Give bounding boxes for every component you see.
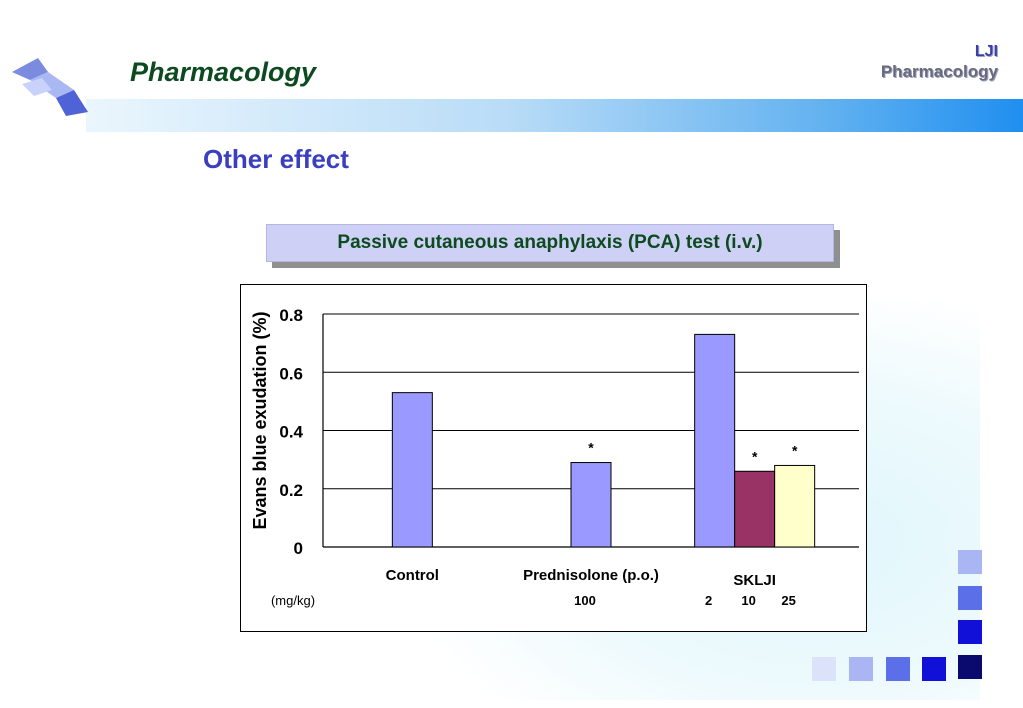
decor-square [958, 620, 982, 644]
y-tick-label: 0 [294, 539, 303, 558]
decor-square [958, 655, 982, 679]
y-tick-label: 0.8 [279, 306, 303, 325]
significance-marker: * [792, 442, 798, 458]
brand-line-2: Pharmacology [880, 62, 998, 81]
y-tick-label: 0.4 [279, 423, 303, 442]
lightning-logo-icon [12, 58, 88, 116]
dose-label: 100 [574, 593, 596, 608]
bar [570, 462, 612, 548]
group-label: Control [386, 567, 439, 584]
brand-line-1: LJI [974, 43, 998, 60]
bar [694, 333, 736, 548]
significance-marker: * [752, 448, 758, 464]
decor-square [922, 657, 946, 681]
header-gradient-bar [86, 99, 1023, 132]
decor-square [849, 657, 873, 681]
bar [774, 464, 816, 548]
significance-marker: * [588, 440, 594, 456]
dose-label: 10 [741, 593, 755, 608]
decor-square [812, 657, 836, 681]
dose-label: 25 [781, 593, 795, 608]
group-label: Prednisolone (p.o.) [523, 567, 659, 584]
chart-frame: 0 0.2 0.4 0.6 0.8 Evans blue exudation (%) Con… [240, 284, 867, 632]
y-tick-label: 0.6 [279, 364, 303, 383]
y-axis-label: Evans blue exudation (%) [250, 311, 270, 529]
bar [391, 392, 433, 548]
group-label: SKLJI [733, 572, 776, 589]
y-tick-label: 0.2 [279, 481, 303, 500]
chart-title: Passive cutaneous anaphylaxis (PCA) test… [266, 224, 834, 262]
dose-unit-label: (mg/kg) [271, 593, 315, 608]
bar-chart: 0 0.2 0.4 0.6 0.8 Evans blue exudation (%) Con… [250, 306, 859, 608]
section-subtitle: Other effect [203, 144, 349, 174]
decor-square [958, 586, 982, 610]
bar [734, 470, 776, 548]
brand-mark: LJI Pharmacology [881, 42, 998, 82]
dose-label: 2 [705, 593, 712, 608]
decor-square [886, 657, 910, 681]
slide-title: Pharmacology [130, 57, 317, 87]
decor-square [958, 550, 982, 574]
